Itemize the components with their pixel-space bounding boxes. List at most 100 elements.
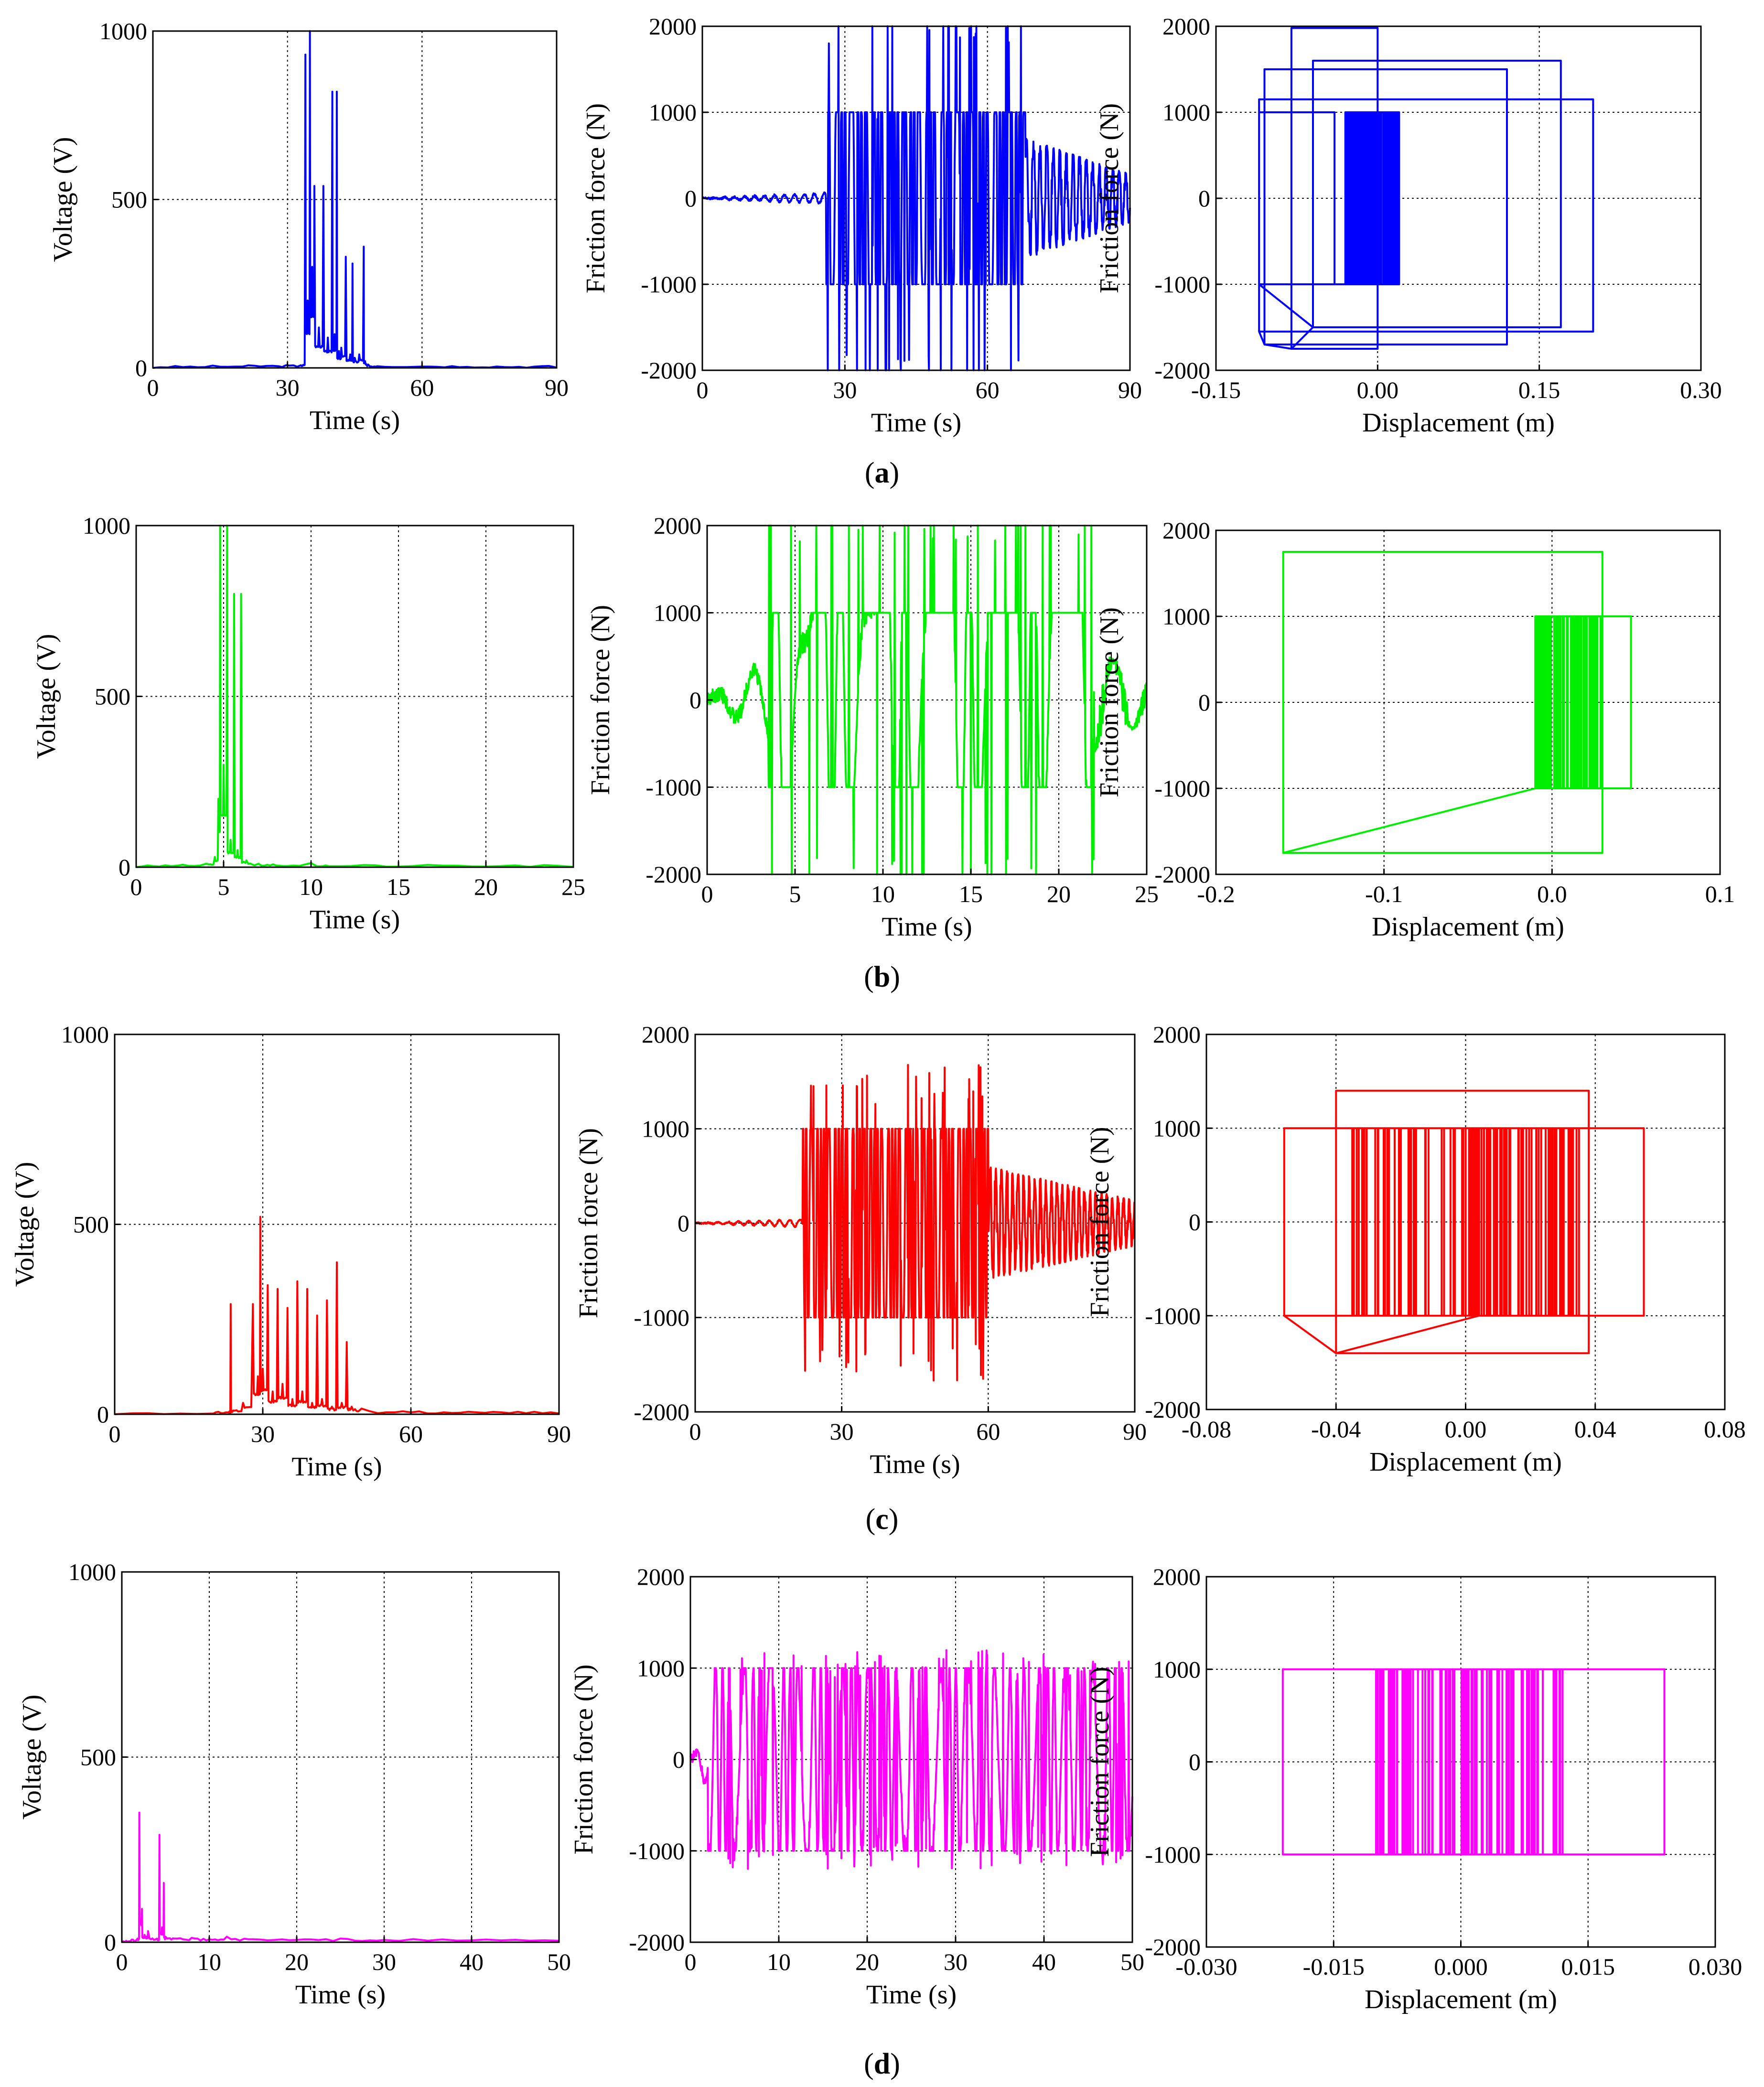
chart-b-hyst: -0.2 -0.1 0.0 0.1 -2000 -1000 0 1000 2000 Displac…	[1095, 517, 1735, 942]
y-tick-label: 2000	[637, 1563, 685, 1590]
y-tick-label: 1000	[1162, 603, 1210, 630]
x-tick-label: 30	[372, 1948, 396, 1975]
series-line	[689, 1649, 1133, 1870]
x-tick-label: 0	[701, 881, 713, 907]
x-tick-label: 0.15	[1518, 377, 1560, 403]
chart-d-force: 0 10 20 30 40 50 -2000 -1000 0 1000 2000 Time (s) Fr…	[569, 1563, 1144, 2010]
y-tick-label: 0	[1189, 1749, 1201, 1775]
series-line	[152, 30, 557, 369]
x-tick-label: 25	[1135, 881, 1159, 907]
chart-d-hyst: -0.030 -0.015 0.000 0.015 0.030 -2000 -1000 0 10…	[1085, 1563, 1742, 2014]
y-tick-label: 0	[135, 355, 147, 381]
x-tick-label: 5	[218, 873, 230, 900]
y-tick-label: 500	[73, 1211, 109, 1238]
y-tick-label: 0	[678, 1210, 689, 1237]
x-tick-label: 90	[545, 374, 569, 401]
x-tick-label: 0.04	[1574, 1416, 1616, 1442]
chart-a-voltage: 0 30 60 90 0 500 1000 Time (s) Voltage (V)	[48, 18, 569, 435]
x-tick-label: 40	[1032, 1948, 1056, 1975]
x-tick-label: 30	[251, 1420, 275, 1447]
x-axis-label: Time (s)	[295, 1980, 386, 2010]
y-tick-label: 2000	[649, 13, 697, 40]
y-tick-label: 1000	[99, 18, 147, 44]
y-tick-label: -1000	[1145, 1302, 1201, 1329]
y-tick-label: 0	[685, 185, 697, 212]
x-tick-label: -0.04	[1311, 1416, 1361, 1442]
y-tick-label: -2000	[1154, 861, 1210, 888]
series-line	[121, 1811, 559, 1943]
y-tick-label: 0	[1198, 185, 1210, 212]
x-tick-label: 10	[871, 881, 895, 907]
plot-frame	[135, 525, 574, 868]
y-tick-label: -2000	[641, 357, 697, 384]
caption-a: (a)	[865, 457, 899, 489]
x-tick-label: 30	[833, 377, 857, 403]
x-tick-label: 60	[410, 374, 434, 401]
y-axis-label: Voltage (V)	[10, 1162, 40, 1287]
x-axis-label: Displacement (m)	[1372, 912, 1564, 942]
y-tick-label: 1000	[1153, 1115, 1201, 1141]
x-tick-label: 10	[767, 1948, 791, 1975]
y-tick-label: 2000	[654, 512, 701, 539]
y-tick-label: -1000	[641, 271, 697, 298]
y-tick-label: 0	[1189, 1209, 1201, 1236]
x-tick-label: 20	[285, 1948, 309, 1975]
x-tick-label: 0.0	[1537, 881, 1567, 907]
series-line	[706, 525, 1148, 875]
x-tick-label: 20	[855, 1948, 879, 1975]
y-axis-label: Friction force (N)	[1085, 1667, 1115, 1857]
y-axis-label: Friction force (N)	[1095, 607, 1124, 797]
x-axis-label: Displacement (m)	[1365, 1985, 1557, 2014]
y-tick-label: 0	[1198, 689, 1210, 716]
x-tick-label: 10	[299, 873, 323, 900]
y-axis-label: Friction force (N)	[586, 605, 615, 795]
x-tick-label: -0.15	[1191, 377, 1241, 403]
x-tick-label: 0.030	[1689, 1953, 1742, 1980]
y-tick-label: -1000	[1154, 775, 1210, 802]
y-tick-label: 500	[111, 186, 147, 213]
x-axis-label: Time (s)	[310, 406, 400, 435]
y-tick-label: -1000	[1145, 1841, 1201, 1868]
x-tick-label: 0.08	[1704, 1416, 1746, 1442]
x-tick-label: 90	[1118, 377, 1142, 403]
caption-b: (b)	[864, 961, 900, 993]
caption-d: (d)	[864, 2048, 900, 2080]
series-line	[701, 25, 1131, 371]
y-tick-label: -2000	[1145, 1396, 1201, 1423]
y-tick-label: 1000	[61, 1021, 109, 1048]
y-axis-label: Voltage (V)	[32, 634, 61, 759]
x-tick-label: 50	[1120, 1948, 1144, 1975]
x-tick-label: 0	[116, 1948, 128, 1975]
x-tick-label: 0.00	[1357, 377, 1399, 403]
x-tick-label: 0.000	[1434, 1953, 1488, 1980]
y-tick-label: 2000	[1153, 1563, 1201, 1590]
x-tick-label: 0	[109, 1420, 121, 1447]
x-axis-label: Time (s)	[866, 1980, 957, 2010]
series-line	[1283, 1089, 1645, 1355]
plot-frame	[1215, 529, 1721, 875]
series-line	[1258, 27, 1594, 350]
y-axis-label: Friction force (N)	[1095, 103, 1124, 293]
x-tick-label: 20	[474, 873, 498, 900]
x-tick-label: 25	[561, 873, 585, 900]
x-tick-label: 0.1	[1705, 881, 1735, 907]
y-tick-label: -1000	[645, 774, 701, 801]
y-tick-label: 1000	[1153, 1656, 1201, 1683]
y-tick-label: -2000	[634, 1399, 689, 1425]
chart-c-hyst: -0.08 -0.04 0.00 0.04 0.08 -2000 -1000 0 1000 200…	[1085, 1021, 1746, 1477]
caption-c: (c)	[866, 1503, 899, 1536]
chart-a-hyst: -0.15 0.00 0.15 0.30 -2000 -1000 0 1000 2000 Disp…	[1095, 13, 1722, 438]
y-tick-label: 2000	[1162, 13, 1210, 40]
chart-b-force: 0 5 10 15 20 25 -2000 -1000 0 1000 2000 Time (s) Fri…	[586, 512, 1159, 942]
y-axis-label: Voltage (V)	[17, 1695, 47, 1820]
x-axis-label: Time (s)	[871, 408, 961, 438]
x-tick-label: 15	[959, 881, 983, 907]
x-tick-label: -0.030	[1175, 1953, 1237, 1980]
y-tick-label: 2000	[1153, 1021, 1201, 1048]
x-tick-label: 90	[547, 1420, 571, 1447]
x-tick-label: 0.30	[1680, 377, 1722, 403]
x-tick-label: -0.2	[1197, 881, 1235, 907]
chart-b-voltage: 0 5 10 15 20 25 0 500 1000 Time (s) Voltage (V)	[32, 512, 585, 935]
